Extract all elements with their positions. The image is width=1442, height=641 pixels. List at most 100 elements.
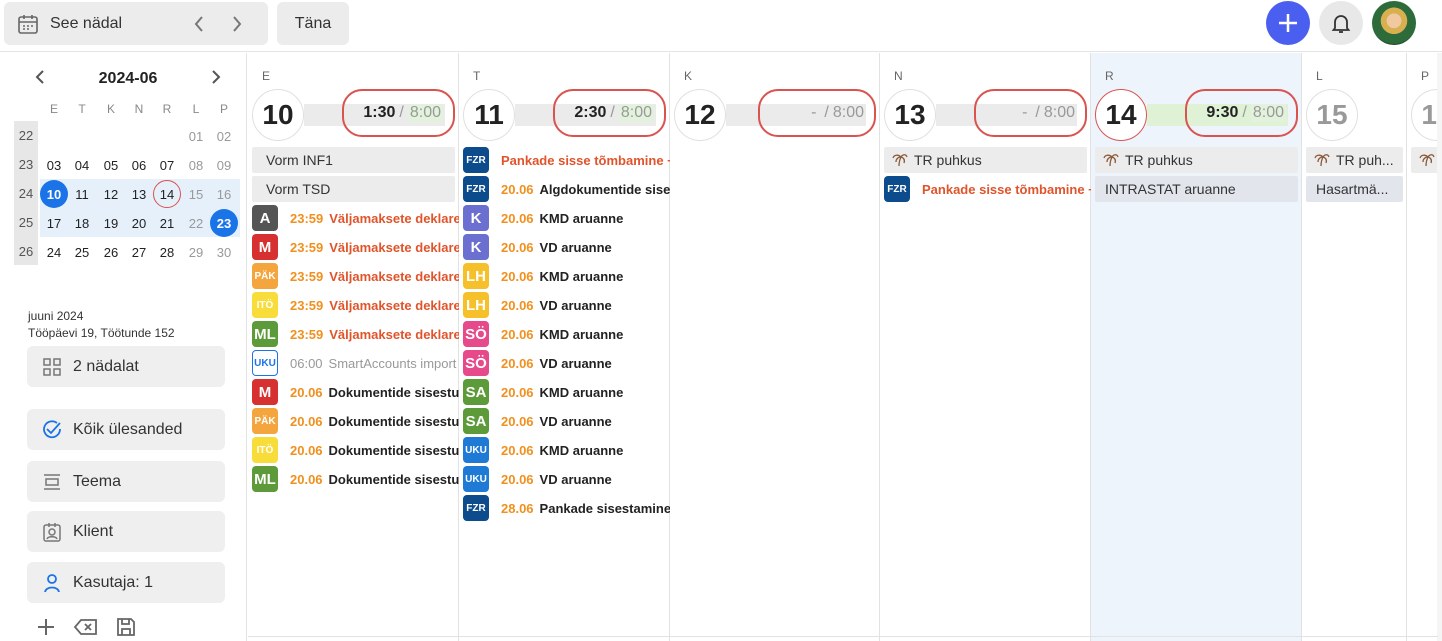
plus-icon — [1279, 14, 1297, 32]
day-number[interactable]: 16 — [1411, 89, 1442, 141]
hours-summary[interactable]: 9:30/8:00 — [1185, 89, 1298, 137]
task-due: 20.06 — [501, 181, 534, 197]
task-row[interactable]: UKU 20.06 KMD aruanne — [463, 437, 670, 463]
task-row[interactable]: SA 20.06 VD aruanne — [463, 408, 670, 434]
mini-calendar-day[interactable]: 06 — [131, 157, 147, 173]
next-week-button[interactable] — [218, 2, 256, 45]
mini-calendar-day[interactable]: 23 — [210, 209, 238, 237]
mini-calendar-day[interactable]: 26 — [103, 244, 119, 260]
task-row[interactable]: ML 20.06 Dokumentide sisestus — [252, 466, 459, 492]
mini-calendar-day[interactable]: 10 — [40, 180, 68, 208]
mini-calendar-day[interactable]: 13 — [131, 186, 147, 202]
notifications-button[interactable] — [1319, 1, 1363, 45]
kõik-ülesanded-button[interactable]: Kõik ülesanded — [27, 409, 225, 450]
mini-calendar-day[interactable]: 27 — [131, 244, 147, 260]
mini-calendar-day[interactable]: 15 — [188, 186, 204, 202]
mini-calendar-day[interactable]: 07 — [159, 157, 175, 173]
plus-icon[interactable] — [35, 616, 57, 638]
week-picker[interactable]: See nädal — [4, 2, 268, 45]
calendar-event[interactable]: TR puh... — [1306, 147, 1403, 173]
add-button[interactable] — [1266, 1, 1310, 45]
kasutaja-1-button[interactable]: Kasutaja: 1 — [27, 562, 225, 603]
task-row[interactable]: K 20.06 KMD aruanne — [463, 205, 670, 231]
task-row[interactable]: ITÖ 20.06 Dokumentide sisestus — [252, 437, 459, 463]
mini-calendar-day[interactable]: 30 — [216, 244, 232, 260]
day-number[interactable]: 14 — [1095, 89, 1147, 141]
task-due: 20.06 — [501, 384, 534, 400]
hours-summary[interactable]: -/8:00 — [758, 89, 876, 137]
calendar-event[interactable]: Vorm INF1 — [252, 147, 455, 173]
mini-calendar-day[interactable]: 20 — [131, 215, 147, 231]
task-row[interactable]: K 20.06 VD aruanne — [463, 234, 670, 260]
task-row[interactable]: ML 23:59 Väljamaksete deklareerimine — [252, 321, 459, 347]
task-row[interactable]: PÄK 23:59 Väljamaksete deklareerimine — [252, 263, 459, 289]
task-name: Väljamaksete deklareerimine — [329, 239, 459, 255]
task-row[interactable]: LH 20.06 KMD aruanne — [463, 263, 670, 289]
task-row[interactable]: A 23:59 Väljamaksete deklareerimine — [252, 205, 459, 231]
calendar-event[interactable]: Vorm TSD — [252, 176, 455, 202]
month-summary: juuni 2024 Tööpäevi 19, Töötunde 152 — [28, 308, 175, 342]
task-row[interactable]: UKU 06:00 SmartAccounts import — [252, 350, 459, 376]
day-letter: L — [1316, 69, 1323, 83]
mini-calendar-day[interactable]: 18 — [74, 215, 90, 231]
task-row[interactable]: LH 20.06 VD aruanne — [463, 292, 670, 318]
mini-calendar-day[interactable]: 14 — [153, 180, 181, 208]
day-letter: P — [1421, 69, 1430, 83]
mini-calendar-day[interactable]: 05 — [103, 157, 119, 173]
save-icon[interactable] — [115, 616, 137, 638]
task-row[interactable]: M 23:59 Väljamaksete deklareerimine — [252, 234, 459, 260]
day-column-15: L 15 TR puh... Hasartmä... — [1302, 53, 1407, 641]
task-row[interactable]: ITÖ 23:59 Väljamaksete deklareerimine — [252, 292, 459, 318]
calendar-event[interactable]: Hasartmä... — [1306, 176, 1403, 202]
hours-summary[interactable]: 2:30/8:00 — [553, 89, 666, 137]
task-row[interactable]: FZR 20.06 Algdokumentide sisestus — [463, 176, 670, 202]
prev-week-button[interactable] — [180, 2, 218, 45]
task-row[interactable]: PÄK 20.06 Dokumentide sisestus — [252, 408, 459, 434]
mini-calendar-day[interactable]: 25 — [74, 244, 90, 260]
avatar[interactable] — [1372, 1, 1416, 45]
day-number[interactable]: 12 — [674, 89, 726, 141]
mini-calendar-day[interactable]: 24 — [46, 244, 62, 260]
task-row[interactable]: M 20.06 Dokumentide sisestus — [252, 379, 459, 405]
day-number[interactable]: 15 — [1306, 89, 1358, 141]
current-week-band — [40, 208, 240, 237]
mini-calendar-day[interactable]: 11 — [75, 186, 89, 202]
task-row[interactable]: UKU 20.06 VD aruanne — [463, 466, 670, 492]
mini-calendar-day[interactable]: 29 — [188, 244, 204, 260]
2-nädalat-button[interactable]: 2 nädalat — [27, 346, 225, 387]
day-number[interactable]: 11 — [463, 89, 515, 141]
mini-calendar-day[interactable]: 09 — [216, 157, 232, 173]
task-row[interactable]: FZR Pankade sisse tõmbamine + kontroll — [884, 176, 1091, 202]
today-button[interactable]: Täna — [277, 2, 349, 45]
mini-calendar-day[interactable]: 16 — [216, 186, 232, 202]
mini-calendar-day[interactable]: 12 — [103, 186, 119, 202]
mini-calendar-day[interactable]: 22 — [188, 215, 204, 231]
task-row[interactable]: SÖ 20.06 VD aruanne — [463, 350, 670, 376]
side-button-label: Klient — [73, 522, 114, 540]
mini-calendar-day[interactable]: 19 — [103, 215, 119, 231]
task-row[interactable]: FZR 28.06 Pankade sisestamine — [463, 495, 670, 521]
mini-calendar-day[interactable]: 28 — [159, 244, 175, 260]
day-number[interactable]: 13 — [884, 89, 936, 141]
clear-icon[interactable] — [73, 616, 99, 638]
mini-calendar-day[interactable]: 01 — [188, 128, 204, 144]
hours-summary[interactable]: -/8:00 — [974, 89, 1087, 137]
task-row[interactable]: SÖ 20.06 KMD aruanne — [463, 321, 670, 347]
teema-button[interactable]: Teema — [27, 461, 225, 502]
mini-calendar-day[interactable]: 03 — [46, 157, 62, 173]
day-number[interactable]: 10 — [252, 89, 304, 141]
next-month-button[interactable] — [204, 68, 228, 91]
task-row[interactable]: FZR Pankade sisse tõmbamine + kontroll — [463, 147, 670, 173]
mini-calendar-day[interactable]: 08 — [188, 157, 204, 173]
klient-button[interactable]: Klient — [27, 511, 225, 552]
mini-calendar-day[interactable]: 17 — [46, 215, 62, 231]
calendar-event[interactable]: TR puhkus — [884, 147, 1087, 173]
mini-calendar-day[interactable]: 02 — [216, 128, 232, 144]
prev-month-button[interactable] — [28, 68, 52, 91]
calendar-event[interactable]: TR puhkus — [1095, 147, 1298, 173]
task-row[interactable]: SA 20.06 KMD aruanne — [463, 379, 670, 405]
mini-calendar-day[interactable]: 21 — [159, 215, 175, 231]
mini-calendar-day[interactable]: 04 — [74, 157, 90, 173]
calendar-event[interactable]: INTRASTAT aruanne — [1095, 176, 1298, 202]
hours-summary[interactable]: 1:30/8:00 — [342, 89, 455, 137]
